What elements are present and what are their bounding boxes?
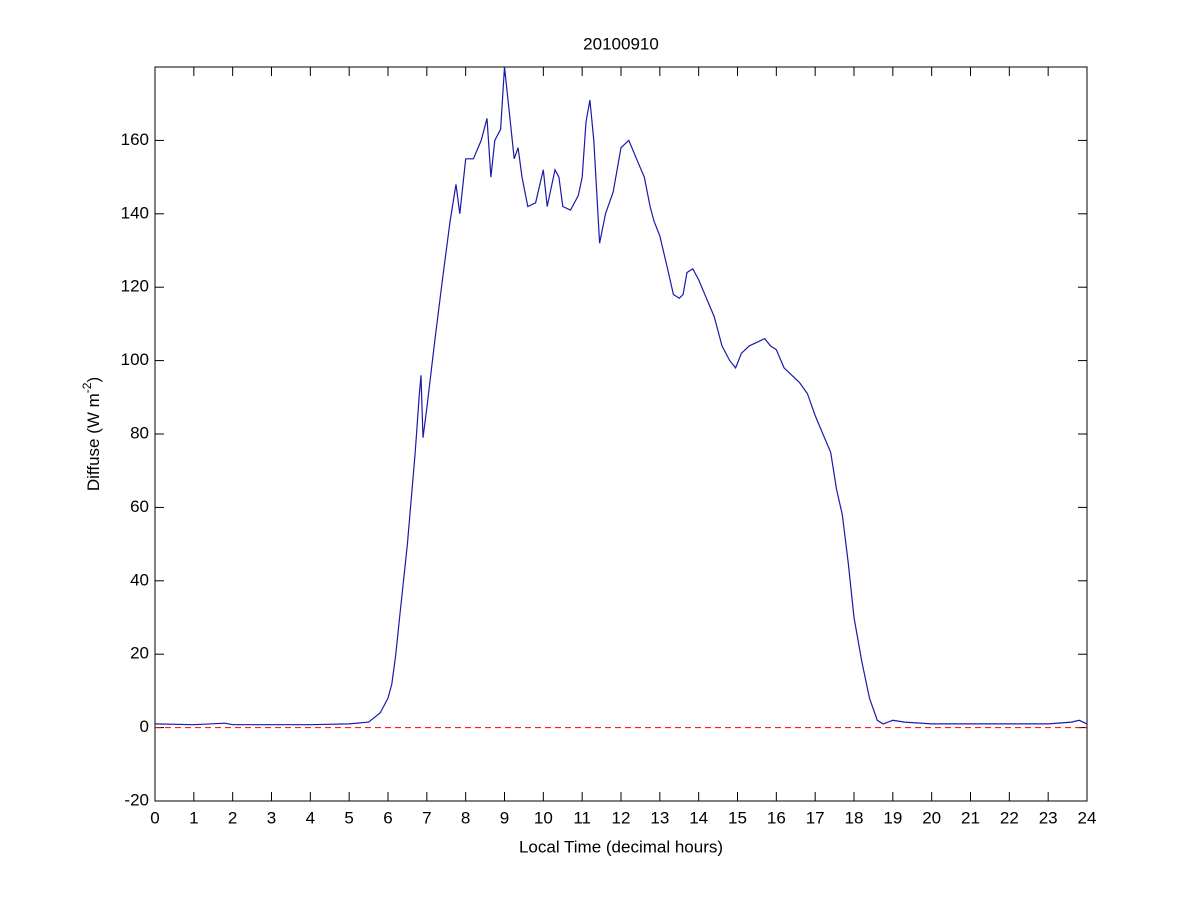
- y-label-superscript: -2: [80, 382, 94, 393]
- x-tick-label: 1: [189, 808, 198, 827]
- y-tick-label: 60: [130, 497, 149, 516]
- y-tick-label: 140: [121, 203, 149, 222]
- y-tick-label: 120: [121, 277, 149, 296]
- x-tick-label: 19: [883, 808, 902, 827]
- x-tick-label: 9: [500, 808, 509, 827]
- x-tick-label: 11: [573, 808, 591, 827]
- y-tick-label: 20: [130, 644, 149, 663]
- x-tick-label: 6: [383, 808, 392, 827]
- x-tick-label: 23: [1039, 808, 1058, 827]
- data-line: [154, 66, 1088, 726]
- x-tick-label: 20: [922, 808, 941, 827]
- chart-title: 20100910: [583, 34, 659, 53]
- y-label-suffix: ): [84, 377, 103, 383]
- x-tick-label: 2: [228, 808, 237, 827]
- x-tick-label: 0: [150, 808, 159, 827]
- y-tick-label: 40: [130, 570, 149, 589]
- y-tick-label: -20: [124, 790, 149, 809]
- x-tick-label: 4: [306, 808, 315, 827]
- plot-area: [154, 66, 1088, 802]
- x-tick-label: 18: [845, 808, 864, 827]
- x-tick-label: 24: [1078, 808, 1097, 827]
- x-tick-label: 8: [461, 808, 470, 827]
- x-tick-label: 22: [1000, 808, 1019, 827]
- x-tick-label: 13: [650, 808, 669, 827]
- x-tick-label: 17: [806, 808, 825, 827]
- y-tick-label: 80: [130, 423, 149, 442]
- x-tick-label: 7: [422, 808, 431, 827]
- y-label-text: Diffuse (W m: [84, 393, 103, 491]
- x-tick-label: 3: [267, 808, 276, 827]
- y-tick-label: 0: [140, 717, 149, 736]
- x-tick-label: 14: [689, 808, 708, 827]
- x-tick-label: 5: [344, 808, 353, 827]
- x-tick-label: 15: [728, 808, 747, 827]
- y-axis-label: Diffuse (W m-2): [80, 377, 103, 491]
- x-tick-label: 16: [767, 808, 786, 827]
- y-tick-label: 100: [121, 350, 149, 369]
- y-tick-label: 160: [121, 130, 149, 149]
- x-axis-label: Local Time (decimal hours): [519, 837, 723, 856]
- x-tick-label: 12: [612, 808, 631, 827]
- x-tick-label: 21: [961, 808, 980, 827]
- x-tick-label: 10: [534, 808, 553, 827]
